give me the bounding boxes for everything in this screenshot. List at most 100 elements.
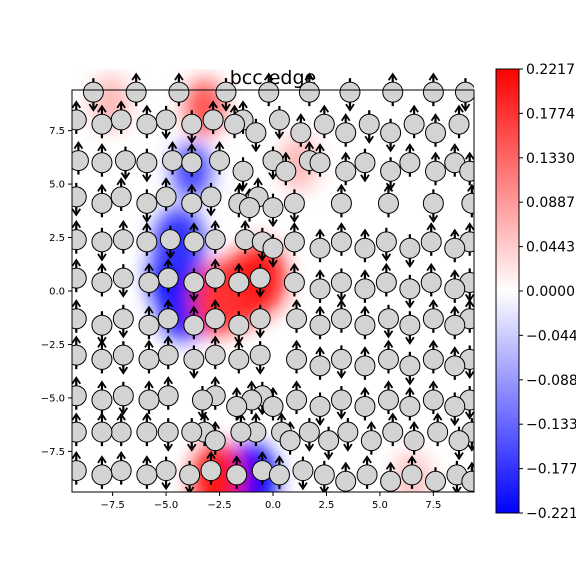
atom xyxy=(136,421,158,443)
atom xyxy=(313,113,335,135)
colorbar-tick-label: 0.1330 xyxy=(526,151,575,167)
atom xyxy=(309,237,331,259)
atom xyxy=(292,460,314,482)
atom xyxy=(275,160,297,182)
y-tick-label: 0.0 xyxy=(49,287,65,298)
atom xyxy=(155,109,177,131)
x-tick-label: −5.0 xyxy=(154,500,178,511)
atom xyxy=(422,81,444,103)
atom xyxy=(459,160,474,182)
atom xyxy=(330,308,352,330)
atom xyxy=(380,470,402,492)
y-tick-label: 7.5 xyxy=(49,126,65,137)
colorbar-ticks: 0.2217 0.1774 0.1330 0.0887 0.0443 0.0000 −0.0… xyxy=(519,62,576,522)
colorbar-tick-label: 0.1774 xyxy=(526,106,575,122)
atom xyxy=(138,314,160,336)
y-axis: 7.5 5.0 2.5 0.0 −2.5 −5.0 −7.5 xyxy=(41,126,72,458)
atom xyxy=(183,231,205,253)
atom xyxy=(422,192,444,214)
atom xyxy=(230,421,252,443)
atom xyxy=(226,464,248,486)
atom xyxy=(249,344,271,366)
atom xyxy=(268,464,290,486)
atom xyxy=(72,344,87,366)
atom xyxy=(298,81,320,103)
atom xyxy=(249,267,271,289)
atom xyxy=(155,186,177,208)
y-tick-label: 5.0 xyxy=(49,180,65,191)
atom xyxy=(179,464,201,486)
atom xyxy=(162,150,183,172)
colorbar-tick-label: −0.1330 xyxy=(526,417,576,433)
atom xyxy=(91,421,113,443)
atom xyxy=(204,308,226,330)
atom xyxy=(114,150,136,172)
atom xyxy=(399,395,421,417)
atom xyxy=(224,113,246,135)
atom xyxy=(354,278,376,300)
atom xyxy=(283,192,305,214)
atom xyxy=(377,308,399,330)
atom xyxy=(72,308,87,330)
atom xyxy=(330,271,352,293)
atom xyxy=(330,231,352,253)
atom xyxy=(337,421,359,443)
atom xyxy=(91,192,113,214)
atom xyxy=(112,385,134,407)
atom xyxy=(356,464,378,486)
atom xyxy=(262,395,284,417)
atom xyxy=(110,109,132,131)
atom xyxy=(399,278,421,300)
atom xyxy=(249,308,271,330)
colorbar-tick-label: 0.0887 xyxy=(526,195,575,211)
atom xyxy=(399,152,421,174)
atom xyxy=(420,271,442,293)
atom xyxy=(91,464,113,486)
atom xyxy=(399,355,421,377)
atom xyxy=(91,389,113,411)
atom xyxy=(112,229,134,251)
atom xyxy=(268,109,290,131)
atom xyxy=(309,395,331,417)
atom xyxy=(183,314,205,336)
atom xyxy=(112,267,134,289)
atom xyxy=(204,344,226,366)
atom xyxy=(377,192,399,214)
atom xyxy=(309,152,331,174)
atom xyxy=(91,113,113,135)
atom xyxy=(112,308,134,330)
atom xyxy=(245,122,267,144)
atom xyxy=(136,113,158,135)
atom xyxy=(91,348,113,370)
atom xyxy=(204,229,226,251)
y-tick-label: −7.5 xyxy=(41,447,65,458)
atom xyxy=(191,389,213,411)
colorbar-tick-label: 0.2217 xyxy=(526,62,575,78)
atom xyxy=(382,421,404,443)
atom xyxy=(401,464,423,486)
atom xyxy=(382,81,404,103)
atom xyxy=(444,395,466,417)
atom xyxy=(380,122,402,144)
atom xyxy=(309,355,331,377)
atom xyxy=(91,152,113,174)
atom xyxy=(399,237,421,259)
atom xyxy=(444,314,466,336)
atom xyxy=(125,81,147,103)
atom xyxy=(138,271,160,293)
atom xyxy=(420,231,442,253)
atom xyxy=(354,237,376,259)
atom xyxy=(204,267,226,289)
atom xyxy=(354,395,376,417)
atom xyxy=(461,192,474,214)
atom xyxy=(399,314,421,336)
atom xyxy=(258,81,280,103)
atom xyxy=(72,421,87,443)
atom xyxy=(91,271,113,293)
atom xyxy=(335,470,357,492)
atoms xyxy=(72,81,474,492)
atom xyxy=(91,231,113,253)
atom xyxy=(454,81,474,103)
colorbar-tick-label: 0.0000 xyxy=(526,284,575,300)
atom xyxy=(360,430,382,452)
